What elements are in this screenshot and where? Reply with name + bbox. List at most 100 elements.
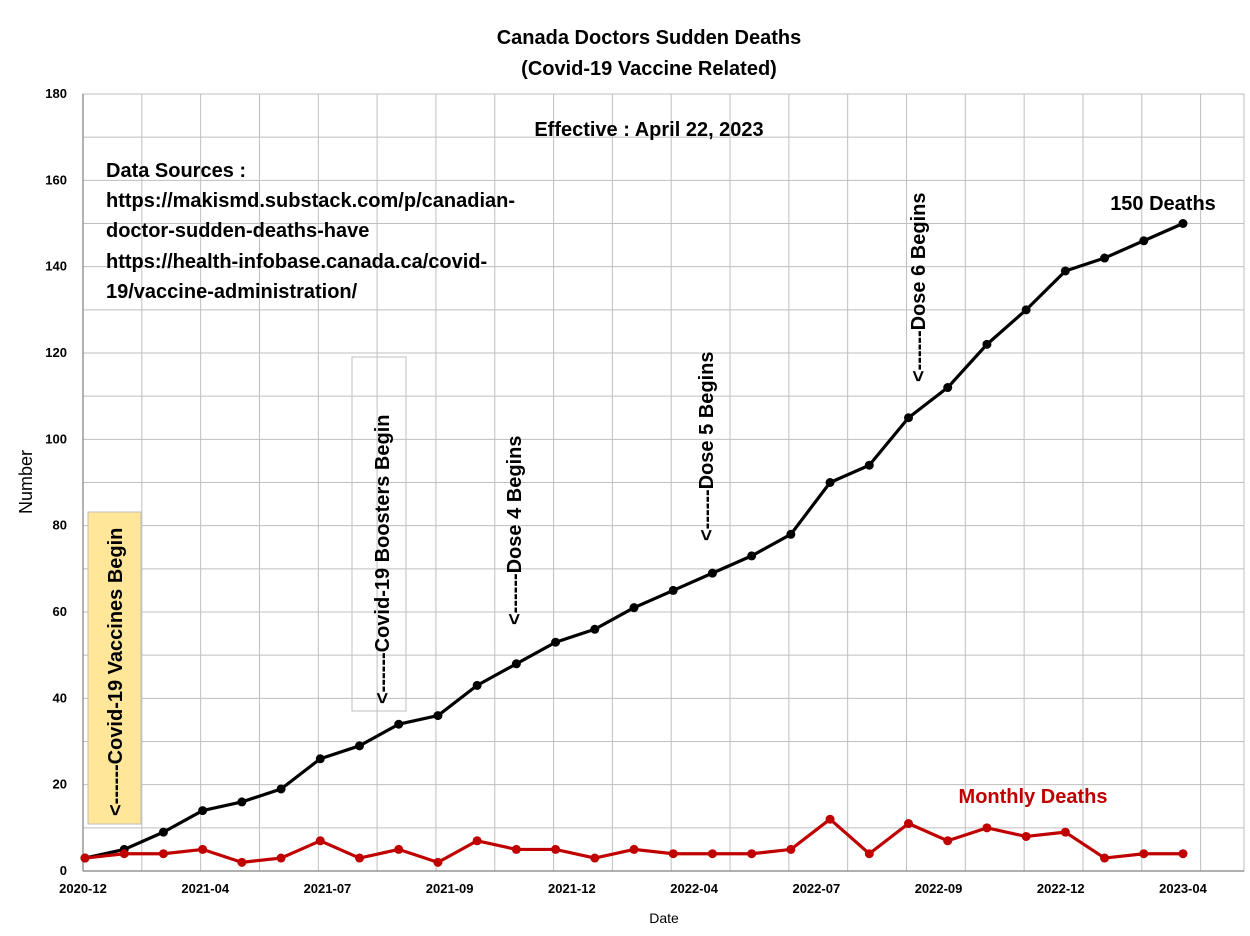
cumulative-deaths-point [276, 784, 286, 794]
monthly-deaths-point [355, 853, 364, 863]
end-value-label: 150 Deaths [1110, 193, 1216, 215]
cumulative-deaths-point [982, 339, 992, 349]
monthly-deaths-point [511, 844, 521, 854]
data-sources: Data Sources : https://makismd.substack.… [106, 160, 515, 303]
monthly-deaths-point [1139, 849, 1149, 859]
x-tick-label: 2020-12 [59, 881, 107, 896]
monthly-deaths-point [472, 836, 482, 846]
dose4-begins-annotation: <------Dose 4 Begins [504, 436, 526, 625]
monthly-deaths-point [1178, 849, 1188, 859]
vaccines-begin-annotation: <------Covid-19 Vaccines Begin [105, 528, 127, 816]
series [80, 219, 1188, 867]
cumulative-deaths-point [1021, 305, 1031, 315]
boosters-begin-annotation: <------Covid-19 Boosters Begin [372, 415, 394, 704]
cumulative-deaths-point [315, 754, 325, 764]
cumulative-deaths-point [1139, 236, 1149, 246]
y-tick-label: 80 [53, 518, 67, 533]
x-ticks: 2020-12 2021-04 2021-07 2021-09 2021-12 2022-… [59, 881, 1207, 896]
y-axis-label: Number [16, 450, 36, 514]
x-tick-label: 2021-09 [426, 881, 474, 896]
dose6-begins-annotation: <------Dose 6 Begins [908, 193, 930, 382]
x-tick-label: 2021-04 [181, 881, 229, 896]
cumulative-deaths-point [1100, 253, 1110, 263]
y-tick-label: 180 [45, 86, 67, 101]
monthly-deaths-point [119, 849, 129, 859]
monthly-deaths-point [80, 853, 90, 863]
monthly-deaths-point [904, 819, 913, 829]
monthly-deaths-label: Monthly Deaths [959, 786, 1108, 808]
monthly-deaths-point [394, 844, 404, 854]
y-tick-label: 120 [45, 345, 67, 360]
y-tick-label: 140 [45, 259, 67, 274]
dose5-begins-annotation: <------Dose 5 Begins [696, 352, 718, 541]
cumulative-deaths-point [551, 637, 561, 647]
monthly-deaths-point [1021, 831, 1031, 841]
monthly-deaths-point [747, 849, 757, 859]
boosters-begin-box [351, 356, 407, 712]
data-sources-line-2: https://makismd.substack.com/p/canadian- [106, 190, 515, 212]
x-tick-label: 2022-09 [915, 881, 963, 896]
monthly-deaths-point [198, 844, 208, 854]
monthly-deaths-point [786, 844, 796, 854]
x-tick-label: 2021-07 [304, 881, 352, 896]
monthly-deaths-point [551, 844, 561, 854]
cumulative-deaths-point [1060, 266, 1070, 276]
data-sources-line-4: https://health-infobase.canada.ca/covid- [106, 251, 487, 273]
chart-subtitle: (Covid-19 Vaccine Related) [521, 58, 777, 80]
y-tick-label: 40 [53, 690, 67, 705]
data-sources-line-3: doctor-sudden-deaths-have [106, 220, 369, 242]
x-tick-label: 2022-04 [670, 881, 718, 896]
cumulative-deaths-point [943, 383, 953, 393]
monthly-deaths-point [158, 849, 168, 859]
monthly-deaths-point [864, 849, 874, 859]
cumulative-deaths-point [472, 680, 482, 690]
cumulative-deaths-point [707, 568, 717, 578]
y-tick-label: 60 [53, 604, 67, 619]
x-tick-label: 2022-12 [1037, 881, 1085, 896]
cumulative-deaths-point [198, 806, 208, 816]
cumulative-deaths-point [825, 478, 835, 487]
cumulative-deaths-point [904, 413, 913, 423]
monthly-deaths-point [982, 823, 992, 833]
x-tick-label: 2022-07 [792, 881, 840, 896]
monthly-deaths-point [237, 857, 247, 867]
cumulative-deaths-point [237, 797, 247, 807]
monthly-deaths-point [433, 857, 443, 867]
y-tick-label: 100 [45, 431, 67, 446]
chart-title: Canada Doctors Sudden Deaths [497, 27, 802, 49]
grid [82, 93, 1245, 872]
cumulative-deaths-line [84, 222, 1184, 860]
cumulative-deaths-point [786, 529, 796, 539]
y-tick-label: 20 [53, 777, 67, 792]
cumulative-deaths-point [394, 719, 404, 729]
monthly-deaths-point [943, 836, 953, 846]
monthly-deaths-point [315, 836, 325, 846]
y-tick-label: 160 [45, 172, 67, 187]
cumulative-deaths-point [747, 551, 757, 561]
x-tick-label: 2023-04 [1159, 881, 1207, 896]
monthly-deaths-point [668, 849, 678, 859]
monthly-deaths-line [84, 817, 1183, 864]
cumulative-deaths-point [158, 827, 168, 837]
effective-date: Effective : April 22, 2023 [534, 119, 763, 141]
cumulative-deaths-point [511, 659, 521, 669]
vaccines-begin-highlight [87, 511, 142, 825]
monthly-deaths-point [1100, 853, 1110, 863]
cumulative-deaths-point [668, 585, 678, 595]
cumulative-deaths-point [1178, 219, 1188, 228]
cumulative-deaths-point [864, 460, 874, 470]
cumulative-deaths-point [590, 624, 600, 634]
monthly-deaths-point [276, 853, 286, 863]
x-tick-label: 2021-12 [548, 881, 596, 896]
monthly-deaths-point [590, 853, 600, 863]
cumulative-deaths-point [433, 711, 443, 721]
monthly-deaths-point [707, 849, 717, 859]
monthly-deaths-point [629, 844, 639, 854]
x-axis-label: Date [649, 910, 679, 926]
y-ticks: 0 20 40 60 80 100 120 140 160 180 [45, 86, 67, 878]
cumulative-deaths-point [629, 603, 639, 613]
monthly-deaths-point [825, 814, 835, 824]
data-sources-line-5: 19/vaccine-administration/ [106, 281, 358, 303]
data-sources-line-1: Data Sources : [106, 160, 246, 182]
